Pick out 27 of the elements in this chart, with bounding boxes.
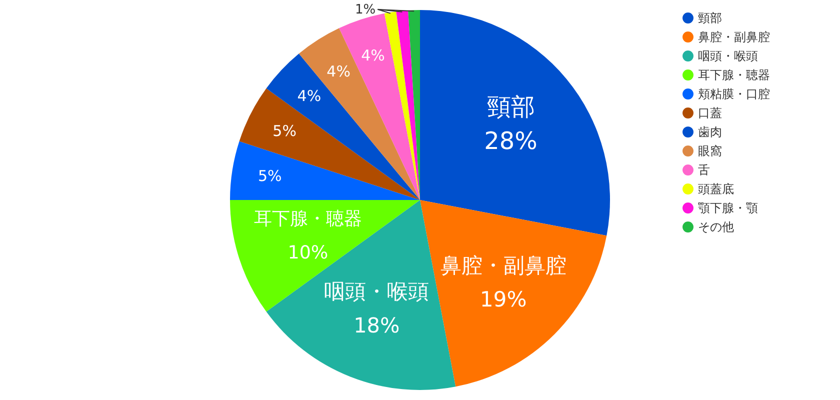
legend-label: 鼻腔・副鼻腔 xyxy=(698,30,770,44)
legend-label: 眼窩 xyxy=(698,144,722,158)
legend-label: 歯肉 xyxy=(698,125,722,139)
data-label: 耳下腺・聴器 10% xyxy=(254,208,362,264)
data-label: 咽頭・喉頭 18% xyxy=(324,280,430,338)
data-label: 1% xyxy=(355,2,376,18)
pie-slice xyxy=(298,28,420,200)
legend-label: 咽頭・喉頭 xyxy=(698,49,758,63)
data-label: 頸部 28% xyxy=(484,92,538,155)
pie-slice xyxy=(384,12,420,200)
data-label: 4% xyxy=(326,62,350,81)
legend-label: 口蓋 xyxy=(698,106,722,120)
legend-label: 頭蓋底 xyxy=(698,182,734,196)
legend-label: 舌 xyxy=(698,163,710,177)
legend-label: 頬粘膜・口腔 xyxy=(698,87,770,101)
pie-slice xyxy=(230,141,420,200)
legend-label: 顎下腺・顎 xyxy=(698,201,758,215)
legend-label: 耳下腺・聴器 xyxy=(698,68,770,82)
data-label: 4% xyxy=(297,86,322,105)
data-label: 5% xyxy=(272,122,296,140)
data-label: 鼻腔・副鼻腔 19% xyxy=(440,252,566,312)
pie-slice xyxy=(239,88,420,200)
data-label: 5% xyxy=(258,167,282,186)
legend-label: その他 xyxy=(698,220,734,234)
pie-slice xyxy=(396,10,420,200)
data-label: 4% xyxy=(361,46,385,64)
legend-label: 頸部 xyxy=(698,11,722,25)
